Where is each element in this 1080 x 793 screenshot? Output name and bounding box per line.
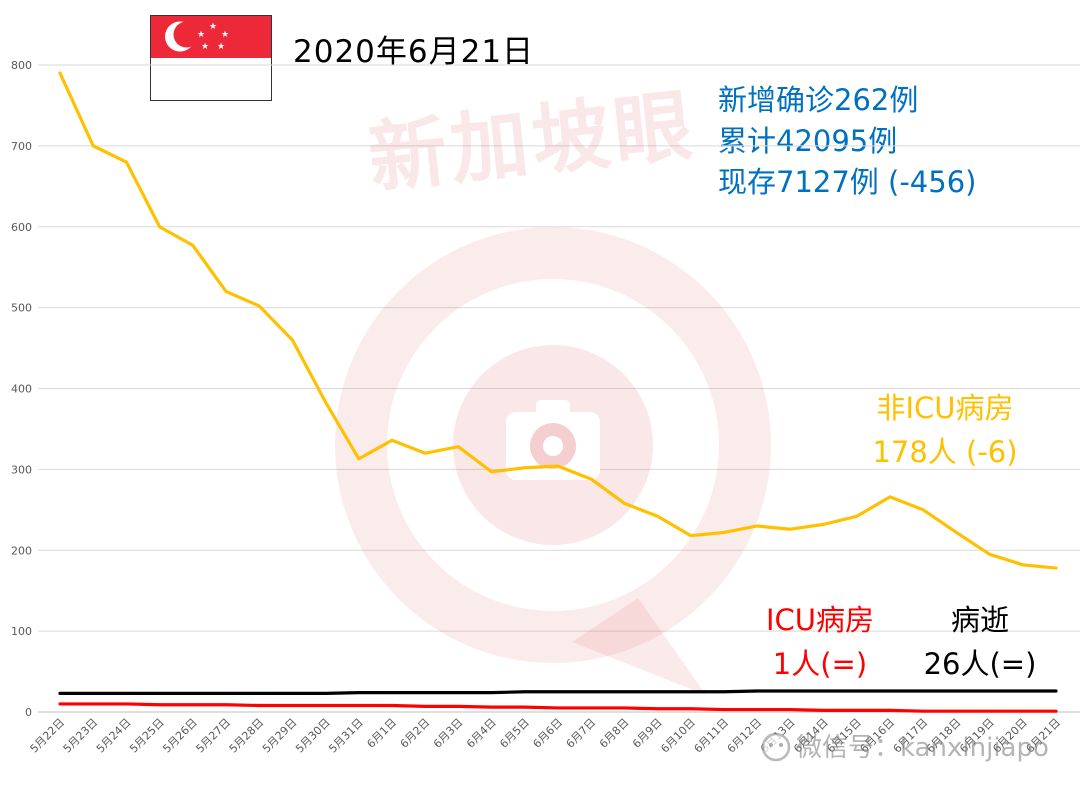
wechat-watermark-text: 微信号：kanxinjiapo (796, 733, 1049, 763)
svg-text:6月4日: 6月4日 (464, 716, 499, 751)
svg-text:5月29日: 5月29日 (260, 716, 300, 756)
svg-text:6月5日: 6月5日 (497, 716, 532, 751)
svg-text:500: 500 (11, 302, 32, 315)
stats-panel: 新增确诊262例 累计42095例 现存7127例 (-456) (718, 80, 976, 203)
stat-active-cases: 现存7127例 (-456) (718, 165, 977, 199)
gridlines (38, 64, 1080, 713)
svg-text:6月8日: 6月8日 (597, 716, 632, 751)
icu-annotation: ICU病房 1人(=) (735, 598, 905, 686)
svg-text:5月26日: 5月26日 (160, 716, 200, 756)
svg-text:6月1日: 6月1日 (364, 716, 399, 751)
svg-text:6月12日: 6月12日 (725, 716, 765, 756)
svg-text:6月3日: 6月3日 (431, 716, 466, 751)
svg-text:6月11日: 6月11日 (692, 716, 732, 756)
icu-value: 1人(=) (772, 647, 868, 681)
svg-text:700: 700 (11, 140, 32, 153)
icu-label: ICU病房 (765, 603, 875, 637)
svg-text:200: 200 (11, 544, 32, 557)
death-label: 病逝 (950, 603, 1009, 637)
svg-text:★: ★ (197, 30, 205, 40)
svg-text:5月23日: 5月23日 (61, 716, 101, 756)
svg-text:300: 300 (11, 463, 32, 476)
svg-text:400: 400 (11, 383, 32, 396)
svg-text:6月6日: 6月6日 (530, 716, 565, 751)
non-icu-annotation: 非ICU病房 178人 (-6) (845, 386, 1045, 474)
svg-text:5月31日: 5月31日 (326, 716, 366, 756)
non-icu-value: 178人 (-6) (872, 435, 1018, 469)
svg-text:800: 800 (11, 59, 32, 72)
series-lines (58, 71, 1058, 713)
svg-text:5月25日: 5月25日 (127, 716, 167, 756)
svg-text:6月7日: 6月7日 (564, 716, 599, 751)
svg-text:★: ★ (209, 22, 217, 32)
svg-text:5月22日: 5月22日 (28, 716, 68, 756)
svg-text:★: ★ (217, 42, 225, 52)
y-axis-labels: 0 100 200 300 400 500 600 700 800 (11, 59, 32, 719)
wechat-watermark: 微信号：kanxinjiapo (761, 732, 1049, 763)
svg-text:★: ★ (201, 42, 209, 52)
svg-text:0: 0 (25, 706, 32, 719)
wechat-avatar-icon (761, 732, 791, 762)
date-title: 2020年6月21日 (293, 34, 535, 70)
svg-text:6月10日: 6月10日 (658, 716, 698, 756)
stat-cumulative-cases: 累计42095例 (718, 124, 898, 158)
brand-logo-watermark: 新加坡眼 (335, 81, 771, 695)
svg-text:5月28日: 5月28日 (227, 716, 267, 756)
svg-text:600: 600 (11, 221, 32, 234)
svg-text:6月2日: 6月2日 (398, 716, 433, 751)
brand-text-watermark: 新加坡眼 (364, 81, 700, 205)
svg-text:★: ★ (221, 30, 229, 40)
svg-text:5月24日: 5月24日 (94, 716, 134, 756)
stat-new-cases: 新增确诊262例 (718, 83, 919, 117)
death-annotation: 病逝 26人(=) (900, 598, 1060, 686)
non-icu-label: 非ICU病房 (876, 391, 1014, 425)
death-value: 26人(=) (923, 647, 1037, 681)
svg-text:5月30日: 5月30日 (293, 716, 333, 756)
svg-text:100: 100 (11, 625, 32, 638)
svg-text:5月27日: 5月27日 (194, 716, 234, 756)
